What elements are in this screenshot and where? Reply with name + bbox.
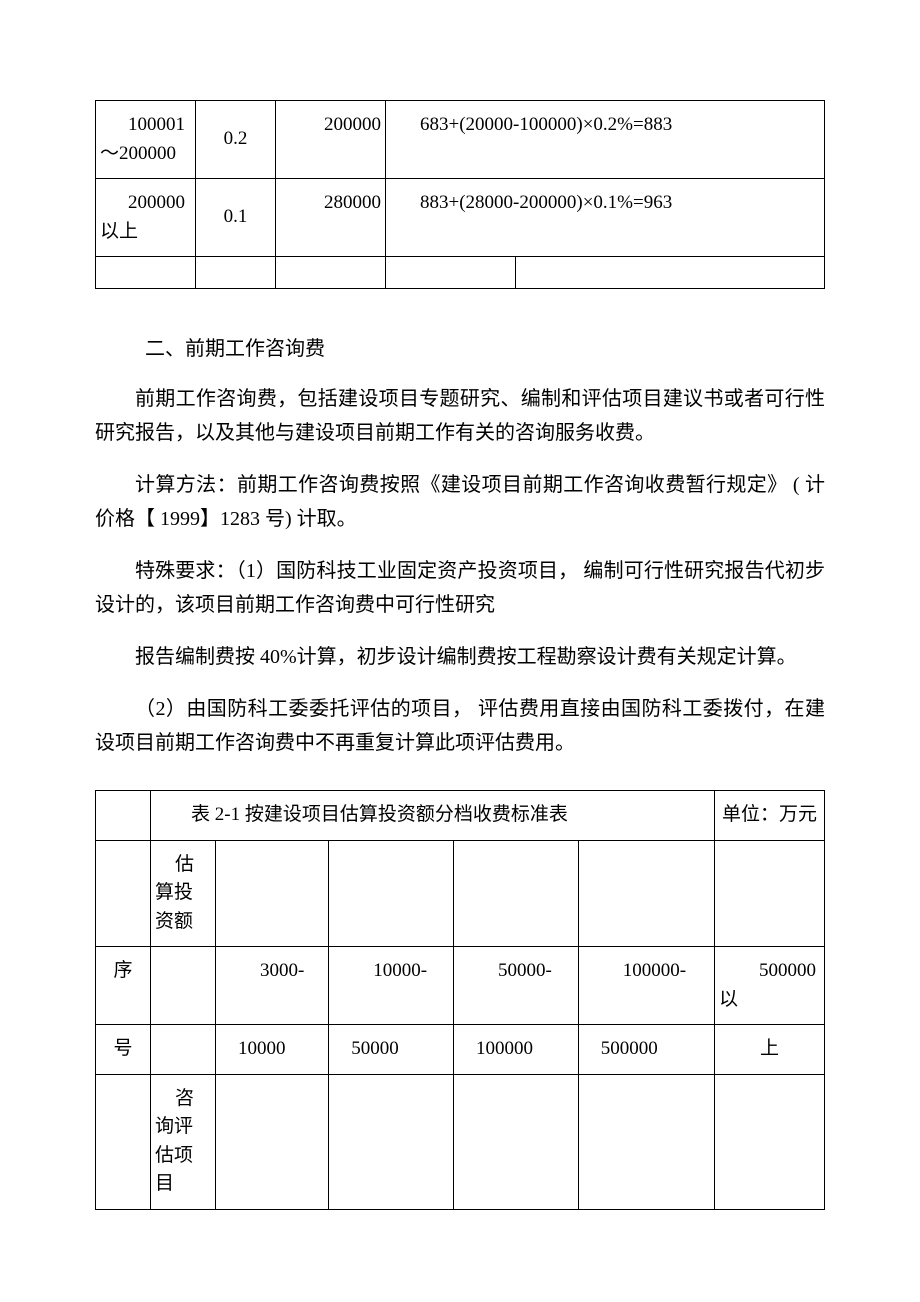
paragraph: （2）由国防科工委委托评估的项目， 评估费用直接由国防科工委拨付，在建设项目前期… xyxy=(95,692,825,760)
amount-cell: 200000 xyxy=(276,101,386,179)
range-cell: 100001～200000 xyxy=(96,101,196,179)
range-cell: 100000 xyxy=(453,1025,578,1075)
consult-row: 咨询评估项目 xyxy=(96,1074,825,1209)
range-top-row: 序 3000- 10000- 50000- 100000- 500000 以 xyxy=(96,947,825,1025)
table-title-row: 表 2-1 按建设项目估算投资额分档收费标准表 单位：万元 xyxy=(96,791,825,841)
range-cell: 500000 以 xyxy=(715,947,825,1025)
range-bottom-row: 号 10000 50000 100000 500000 上 xyxy=(96,1025,825,1075)
paragraph: 前期工作咨询费，包括建设项目专题研究、编制和评估项目建议书或者可行性研究报告，以… xyxy=(95,382,825,450)
seq-label: 序 xyxy=(96,947,151,1025)
range-cell: 上 xyxy=(715,1025,825,1075)
hao-label: 号 xyxy=(96,1025,151,1075)
range-cell: 200000 以上 xyxy=(96,179,196,257)
fee-standard-table: 表 2-1 按建设项目估算投资额分档收费标准表 单位：万元 估算投资额 序 30… xyxy=(95,790,825,1210)
paragraph: 计算方法：前期工作咨询费按照《建设项目前期工作咨询收费暂行规定》 ( 计价格【 … xyxy=(95,468,825,536)
paragraph: 特殊要求：（1）国防科技工业固定资产投资项目， 编制可行性研究报告代初步设计的，… xyxy=(95,554,825,622)
rate-cell: 0.2 xyxy=(196,101,276,179)
range-cell: 50000 xyxy=(329,1025,454,1075)
amount-cell: 280000 xyxy=(276,179,386,257)
rate-cell: 0.1 xyxy=(196,179,276,257)
table-title-cell: 表 2-1 按建设项目估算投资额分档收费标准表 xyxy=(151,791,715,841)
rate-table-partial: 100001～200000 0.2 200000 683+(20000-1000… xyxy=(95,100,825,289)
table-row: 200000 以上 0.1 280000 883+(28000-200000)×… xyxy=(96,179,825,257)
range-cell: 3000- xyxy=(216,947,329,1025)
range-cell: 100000- xyxy=(578,947,714,1025)
range-cell: 10000 xyxy=(216,1025,329,1075)
range-cell: 50000- xyxy=(453,947,578,1025)
formula-cell: 883+(28000-200000)×0.1%=963 xyxy=(386,179,825,257)
paragraph: 报告编制费按 40%计算，初步设计编制费按工程勘察设计费有关规定计算。 xyxy=(95,640,825,674)
unit-cell: 单位：万元 xyxy=(715,791,825,841)
range-cell: 500000 xyxy=(578,1025,714,1075)
table-row: 100001～200000 0.2 200000 683+(20000-1000… xyxy=(96,101,825,179)
empty-row xyxy=(96,257,825,289)
section-heading: 二、前期工作咨询费 xyxy=(95,334,825,364)
range-cell: 10000- xyxy=(329,947,454,1025)
formula-cell: 683+(20000-100000)×0.2%=883 xyxy=(386,101,825,179)
header-cell: 估算投资额 xyxy=(151,840,216,947)
table-header-row: 估算投资额 xyxy=(96,840,825,947)
consult-label-cell: 咨询评估项目 xyxy=(151,1074,216,1209)
